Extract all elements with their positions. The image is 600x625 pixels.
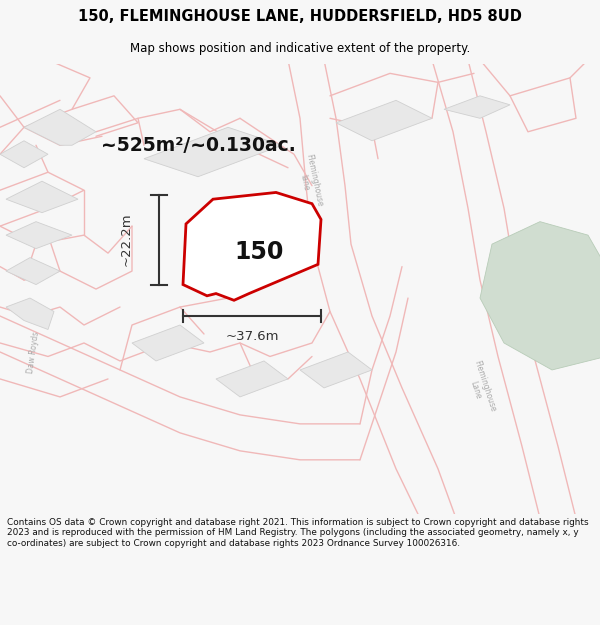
Polygon shape [480,222,600,370]
Polygon shape [0,141,48,168]
Polygon shape [336,101,432,141]
Polygon shape [6,298,54,329]
Polygon shape [24,109,96,145]
Text: Fleminghouse
lane: Fleminghouse lane [294,153,324,209]
Text: Contains OS data © Crown copyright and database right 2021. This information is : Contains OS data © Crown copyright and d… [7,518,589,548]
Polygon shape [6,181,78,213]
Polygon shape [132,325,204,361]
Polygon shape [6,258,60,284]
Text: Map shows position and indicative extent of the property.: Map shows position and indicative extent… [130,42,470,55]
Text: Fleminghouse
Lane: Fleminghouse Lane [463,359,497,416]
Polygon shape [300,352,372,388]
Text: ~22.2m: ~22.2m [119,213,133,266]
Text: 150: 150 [234,240,284,264]
Polygon shape [444,96,510,118]
Text: Daw Royds: Daw Royds [26,331,40,374]
Polygon shape [144,127,282,177]
Text: ~37.6m: ~37.6m [225,330,279,342]
Text: ~525m²/~0.130ac.: ~525m²/~0.130ac. [101,136,295,155]
Polygon shape [216,222,312,267]
Polygon shape [183,192,321,300]
Text: 150, FLEMINGHOUSE LANE, HUDDERSFIELD, HD5 8UD: 150, FLEMINGHOUSE LANE, HUDDERSFIELD, HD… [78,9,522,24]
Polygon shape [6,222,72,249]
Polygon shape [216,361,288,397]
